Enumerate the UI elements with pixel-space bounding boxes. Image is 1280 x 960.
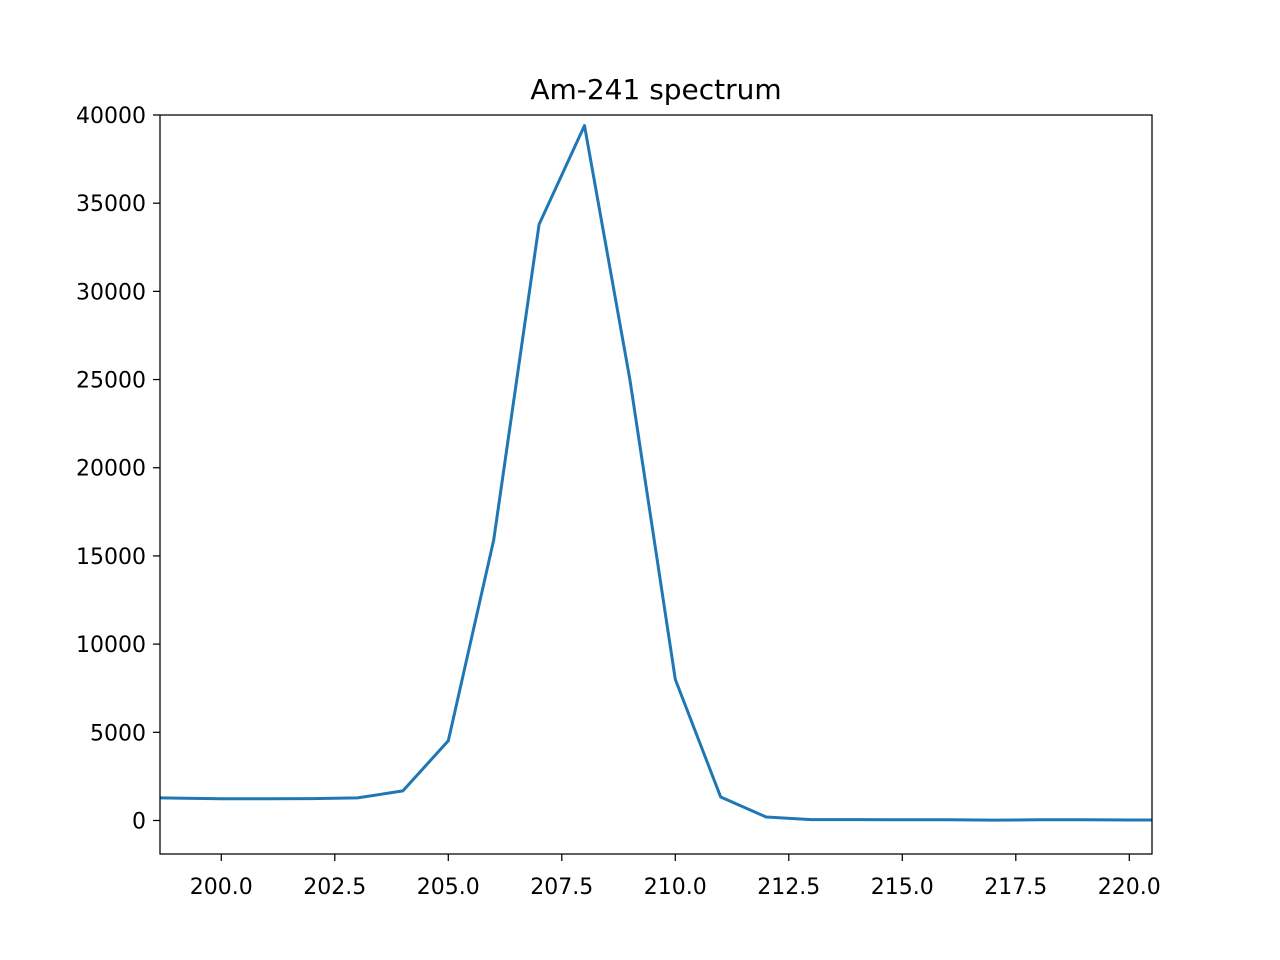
y-tick-label: 20000 xyxy=(76,457,146,482)
x-tick-label: 207.5 xyxy=(530,875,593,900)
x-tick-label: 217.5 xyxy=(984,875,1047,900)
y-tick-label: 15000 xyxy=(76,545,146,570)
x-tick-label: 220.0 xyxy=(1098,875,1161,900)
y-tick-label: 0 xyxy=(132,809,146,834)
x-tick-label: 215.0 xyxy=(871,875,934,900)
y-tick-label: 35000 xyxy=(76,192,146,217)
x-tick-label: 200.0 xyxy=(190,875,253,900)
x-axis: 200.0 202.5 205.0 207.5 210.0 212.5 215.0 217.5… xyxy=(190,854,1161,900)
y-tick-label: 10000 xyxy=(76,633,146,658)
y-tick-label: 25000 xyxy=(76,369,146,394)
plot-area xyxy=(160,124,1152,822)
series-line-0 xyxy=(160,124,1152,822)
x-tick-label: 202.5 xyxy=(303,875,366,900)
y-tick-label: 30000 xyxy=(76,280,146,305)
y-tick-label: 40000 xyxy=(76,104,146,129)
x-tick-label: 212.5 xyxy=(757,875,820,900)
x-tick-label: 210.0 xyxy=(644,875,707,900)
plot-frame xyxy=(159,114,1153,855)
y-tick-label: 5000 xyxy=(90,721,146,746)
chart-title: Am-241 spectrum xyxy=(530,73,781,106)
y-axis: 0 5000 10000 15000 20000 25000 30000 35000 40000 xyxy=(76,104,160,834)
x-tick-label: 205.0 xyxy=(417,875,480,900)
